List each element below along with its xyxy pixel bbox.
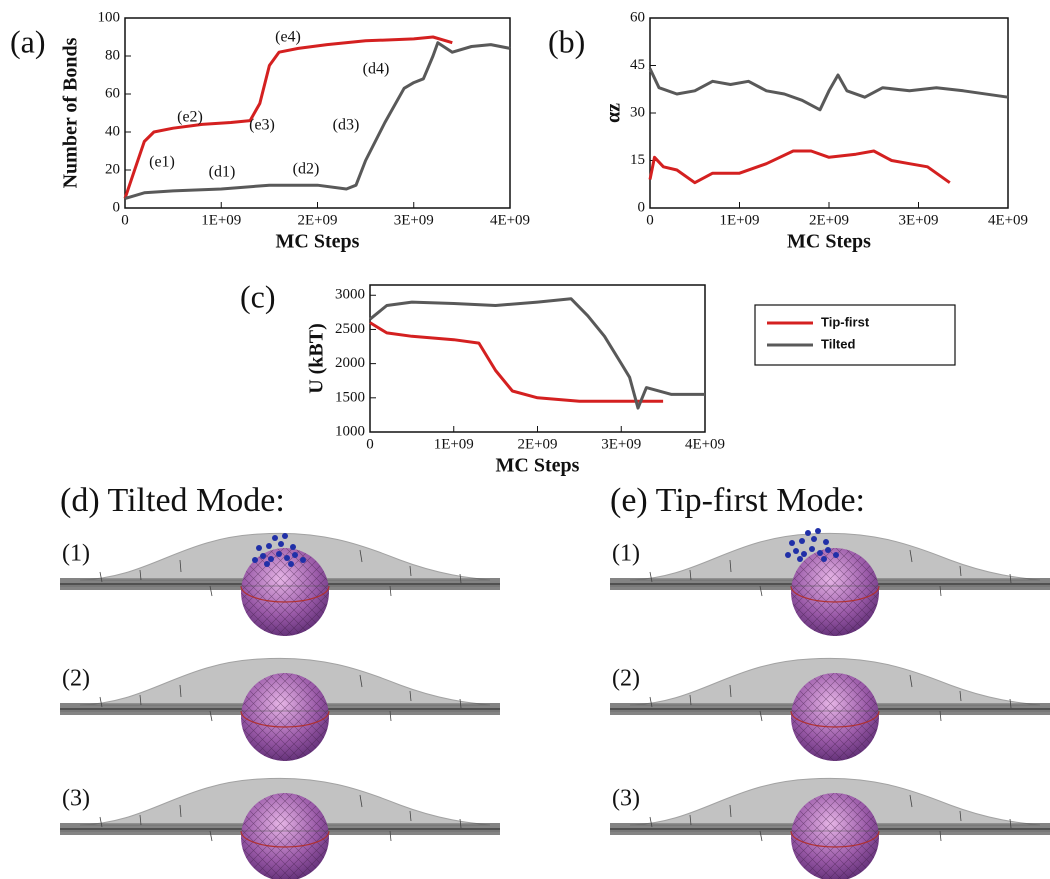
y-tick-label: 80 [105,47,120,63]
annotation: (d1) [209,164,236,181]
row-label: (3) [62,786,90,812]
data-line [648,149,951,185]
y-tick-label: 3000 [335,287,365,303]
y-tick-label: 45 [630,57,645,73]
x-tick-label: 2E+09 [297,212,337,228]
y-tick-label: 15 [630,152,645,168]
x-tick-label: 1E+09 [201,212,241,228]
data-line [648,68,1009,112]
membrane-snapshot [60,533,500,636]
x-tick-label: 0 [366,436,374,452]
data-line [124,41,511,200]
membrane-images [60,528,1050,879]
x-tick-label: 3E+09 [394,212,434,228]
y-axis-label: αz [603,103,625,123]
y-tick-label: 2500 [335,321,365,337]
y-tick-label: 0 [638,199,646,215]
y-axis-label: Number of Bonds [60,37,82,188]
x-tick-label: 0 [646,212,654,228]
row-label: (3) [612,786,640,812]
x-axis-label: MC Steps [496,455,580,477]
annotation: (d3) [333,117,360,134]
legend-box [754,304,956,366]
row-label: (1) [612,541,640,567]
membrane-snapshot [60,778,500,879]
x-tick-label: 3E+09 [601,436,641,452]
y-tick-label: 0 [113,199,121,215]
x-tick-label: 4E+09 [490,212,530,228]
y-axis-label: U (kBT) [306,323,328,394]
panel-label: (a) [10,23,46,59]
membrane-snapshot [60,658,500,761]
x-tick-label: 2E+09 [809,212,849,228]
x-tick-label: 4E+09 [685,436,725,452]
y-tick-label: 60 [105,85,120,101]
y-tick-label: 30 [630,104,645,120]
x-tick-label: 0 [121,212,129,228]
data-line [123,35,453,199]
row-label: (2) [612,666,640,692]
y-tick-label: 100 [98,9,121,25]
y-tick-label: 40 [105,123,120,139]
x-axis-label: MC Steps [276,231,360,253]
y-tick-label: 2000 [335,355,365,371]
legend-label: Tilted [821,336,855,351]
membrane-snapshot [610,778,1050,879]
membrane-snapshot [610,658,1050,761]
annotation: (e3) [249,117,275,134]
data-line [369,297,705,410]
annotation: (e2) [177,109,203,126]
x-tick-label: 3E+09 [898,212,938,228]
y-tick-label: 60 [630,9,645,25]
annotation: (e1) [149,154,175,171]
panel-label: (c) [240,278,276,314]
row-label: (1) [62,541,90,567]
annotation: (d2) [293,161,320,178]
y-tick-label: 1000 [335,423,365,439]
panel-label: (b) [548,23,585,59]
annotation: (e4) [275,29,301,46]
x-tick-label: 2E+09 [517,436,557,452]
y-tick-label: 1500 [335,389,365,405]
x-tick-label: 1E+09 [719,212,759,228]
row-label: (2) [62,666,90,692]
legend-label: Tip-first [821,314,870,329]
data-line [369,321,664,403]
x-tick-label: 1E+09 [434,436,474,452]
plot-frame [369,284,706,433]
y-tick-label: 20 [105,161,120,177]
panel-title: (d) Tilted Mode: [60,482,285,519]
x-tick-label: 4E+09 [988,212,1028,228]
x-axis-label: MC Steps [787,231,871,253]
annotation: (d4) [363,61,390,78]
panel-title: (e) Tip-first Mode: [610,482,865,519]
